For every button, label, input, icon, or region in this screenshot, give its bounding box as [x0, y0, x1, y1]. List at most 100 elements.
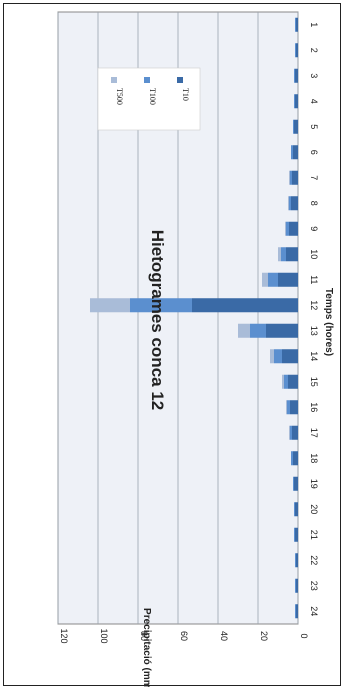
bar-segment-t500 — [238, 323, 250, 338]
category-tick-label: 22 — [309, 555, 319, 565]
category-tick-label: 3 — [309, 73, 319, 78]
bar-segment-t10 — [278, 272, 298, 287]
category-tick-label: 12 — [309, 300, 319, 310]
category-tick-label: 19 — [309, 479, 319, 489]
value-tick-label: 80 — [139, 631, 149, 641]
bar-segment-t100 — [290, 425, 292, 440]
bar-segment-t500 — [90, 298, 130, 313]
bar-segment-t100 — [295, 604, 296, 619]
category-tick-label: 24 — [309, 606, 319, 616]
bar-segment-t500 — [282, 374, 284, 389]
x-axis-label: Temps (hores) — [323, 288, 334, 356]
legend-swatch-t500 — [111, 77, 117, 83]
bar-segment-t10 — [289, 221, 298, 236]
bar-segment-t100 — [295, 553, 296, 568]
value-tick-label: 40 — [219, 631, 229, 641]
tick-labels: 0204060801001201234567891011121314151617… — [59, 22, 319, 643]
category-tick-label: 9 — [309, 226, 319, 231]
category-tick-label: 16 — [309, 402, 319, 412]
category-tick-label: 18 — [309, 453, 319, 463]
bar-segment-t10 — [266, 323, 298, 338]
category-tick-label: 21 — [309, 530, 319, 540]
bar-segment-t100 — [294, 94, 295, 109]
y-axis-label: Precipitació (mm) — [141, 608, 152, 687]
bar-segment-t100 — [286, 221, 289, 236]
bar-segment-t10 — [293, 145, 298, 160]
category-tick-label: 15 — [309, 377, 319, 387]
bar-segment-t10 — [296, 604, 298, 619]
bar-segment-t10 — [286, 247, 298, 262]
bar-segment-t100 — [294, 527, 295, 542]
bar-segment-t10 — [282, 349, 298, 364]
chart-title: Hietogrames conca 12 — [148, 230, 167, 410]
category-tick-label: 13 — [309, 326, 319, 336]
bar-segment-t10 — [296, 43, 298, 58]
bar-segment-t500 — [285, 221, 286, 236]
bar-segment-t10 — [295, 527, 298, 542]
bar-segment-t100 — [295, 17, 296, 32]
bar-segment-t100 — [293, 119, 294, 134]
bar-segment-t10 — [290, 400, 298, 415]
bar-segment-t10 — [294, 119, 298, 134]
bar-segment-t100 — [291, 145, 293, 160]
category-tick-label: 14 — [309, 351, 319, 361]
bar-segment-t500 — [289, 170, 290, 185]
bar-segment-t10 — [296, 17, 298, 32]
bar-segment-t100 — [268, 272, 278, 287]
legend-swatch-t10 — [177, 77, 183, 83]
value-tick-label: 60 — [179, 631, 189, 641]
chart-frame: 0 20 40 60 80 100 120 1 2 3 4 5 6 7 8 9 10 11 12 13 14 15 16 17… — [3, 3, 341, 687]
category-tick-label: 11 — [309, 275, 319, 284]
bar-segment-t500 — [288, 196, 289, 211]
category-tick-label: 10 — [309, 249, 319, 259]
bar-segment-t500 — [286, 400, 287, 415]
bar-segment-t10 — [292, 170, 298, 185]
legend-label-t100: T100 — [148, 88, 157, 105]
bar-segment-t100 — [287, 400, 290, 415]
category-tick-label: 6 — [309, 150, 319, 155]
bar-segment-t100 — [295, 43, 296, 58]
category-tick-label: 2 — [309, 48, 319, 53]
bar-segment-t100 — [284, 374, 288, 389]
bar-segment-t100 — [295, 578, 296, 593]
bars — [90, 17, 298, 619]
bar-segment-t100 — [293, 476, 294, 491]
bar-segment-t10 — [291, 196, 298, 211]
bar-segment-t100 — [289, 196, 291, 211]
bar-segment-t10 — [192, 298, 298, 313]
bar-segment-t10 — [295, 502, 298, 517]
bar-segment-t10 — [292, 425, 298, 440]
category-tick-label: 17 — [309, 428, 319, 438]
bar-segment-t10 — [296, 553, 298, 568]
bar-segment-t10 — [288, 374, 298, 389]
value-tick-label: 0 — [299, 633, 309, 638]
bar-segment-t100 — [281, 247, 286, 262]
category-tick-label: 4 — [309, 99, 319, 104]
bar-segment-t10 — [296, 578, 298, 593]
bar-segment-t10 — [293, 451, 298, 466]
bar-segment-t100 — [291, 451, 293, 466]
bar-segment-t100 — [274, 349, 282, 364]
bar-segment-t100 — [290, 170, 292, 185]
bar-segment-t100 — [250, 323, 266, 338]
chart: 0204060801001201234567891011121314151617… — [57, 11, 334, 687]
bar-segment-t500 — [270, 349, 274, 364]
bar-segment-t500 — [262, 272, 268, 287]
category-tick-label: 5 — [309, 124, 319, 129]
bar-segment-t10 — [295, 94, 298, 109]
value-tick-label: 120 — [59, 628, 69, 643]
legend-swatch-t100 — [144, 77, 150, 83]
legend: T500 T100 T10 — [97, 67, 201, 131]
bar-segment-t10 — [294, 476, 298, 491]
bar-segment-t10 — [295, 68, 298, 83]
bar-segment-t100 — [130, 298, 192, 313]
value-tick-label: 100 — [99, 628, 109, 643]
bar-segment-t500 — [289, 425, 290, 440]
legend-label-t10: T10 — [181, 88, 190, 101]
category-tick-label: 8 — [309, 201, 319, 206]
category-tick-label: 1 — [309, 22, 319, 27]
value-tick-label: 20 — [259, 631, 269, 641]
bar-segment-t500 — [278, 247, 281, 262]
category-tick-label: 7 — [309, 175, 319, 180]
category-tick-label: 20 — [309, 504, 319, 514]
